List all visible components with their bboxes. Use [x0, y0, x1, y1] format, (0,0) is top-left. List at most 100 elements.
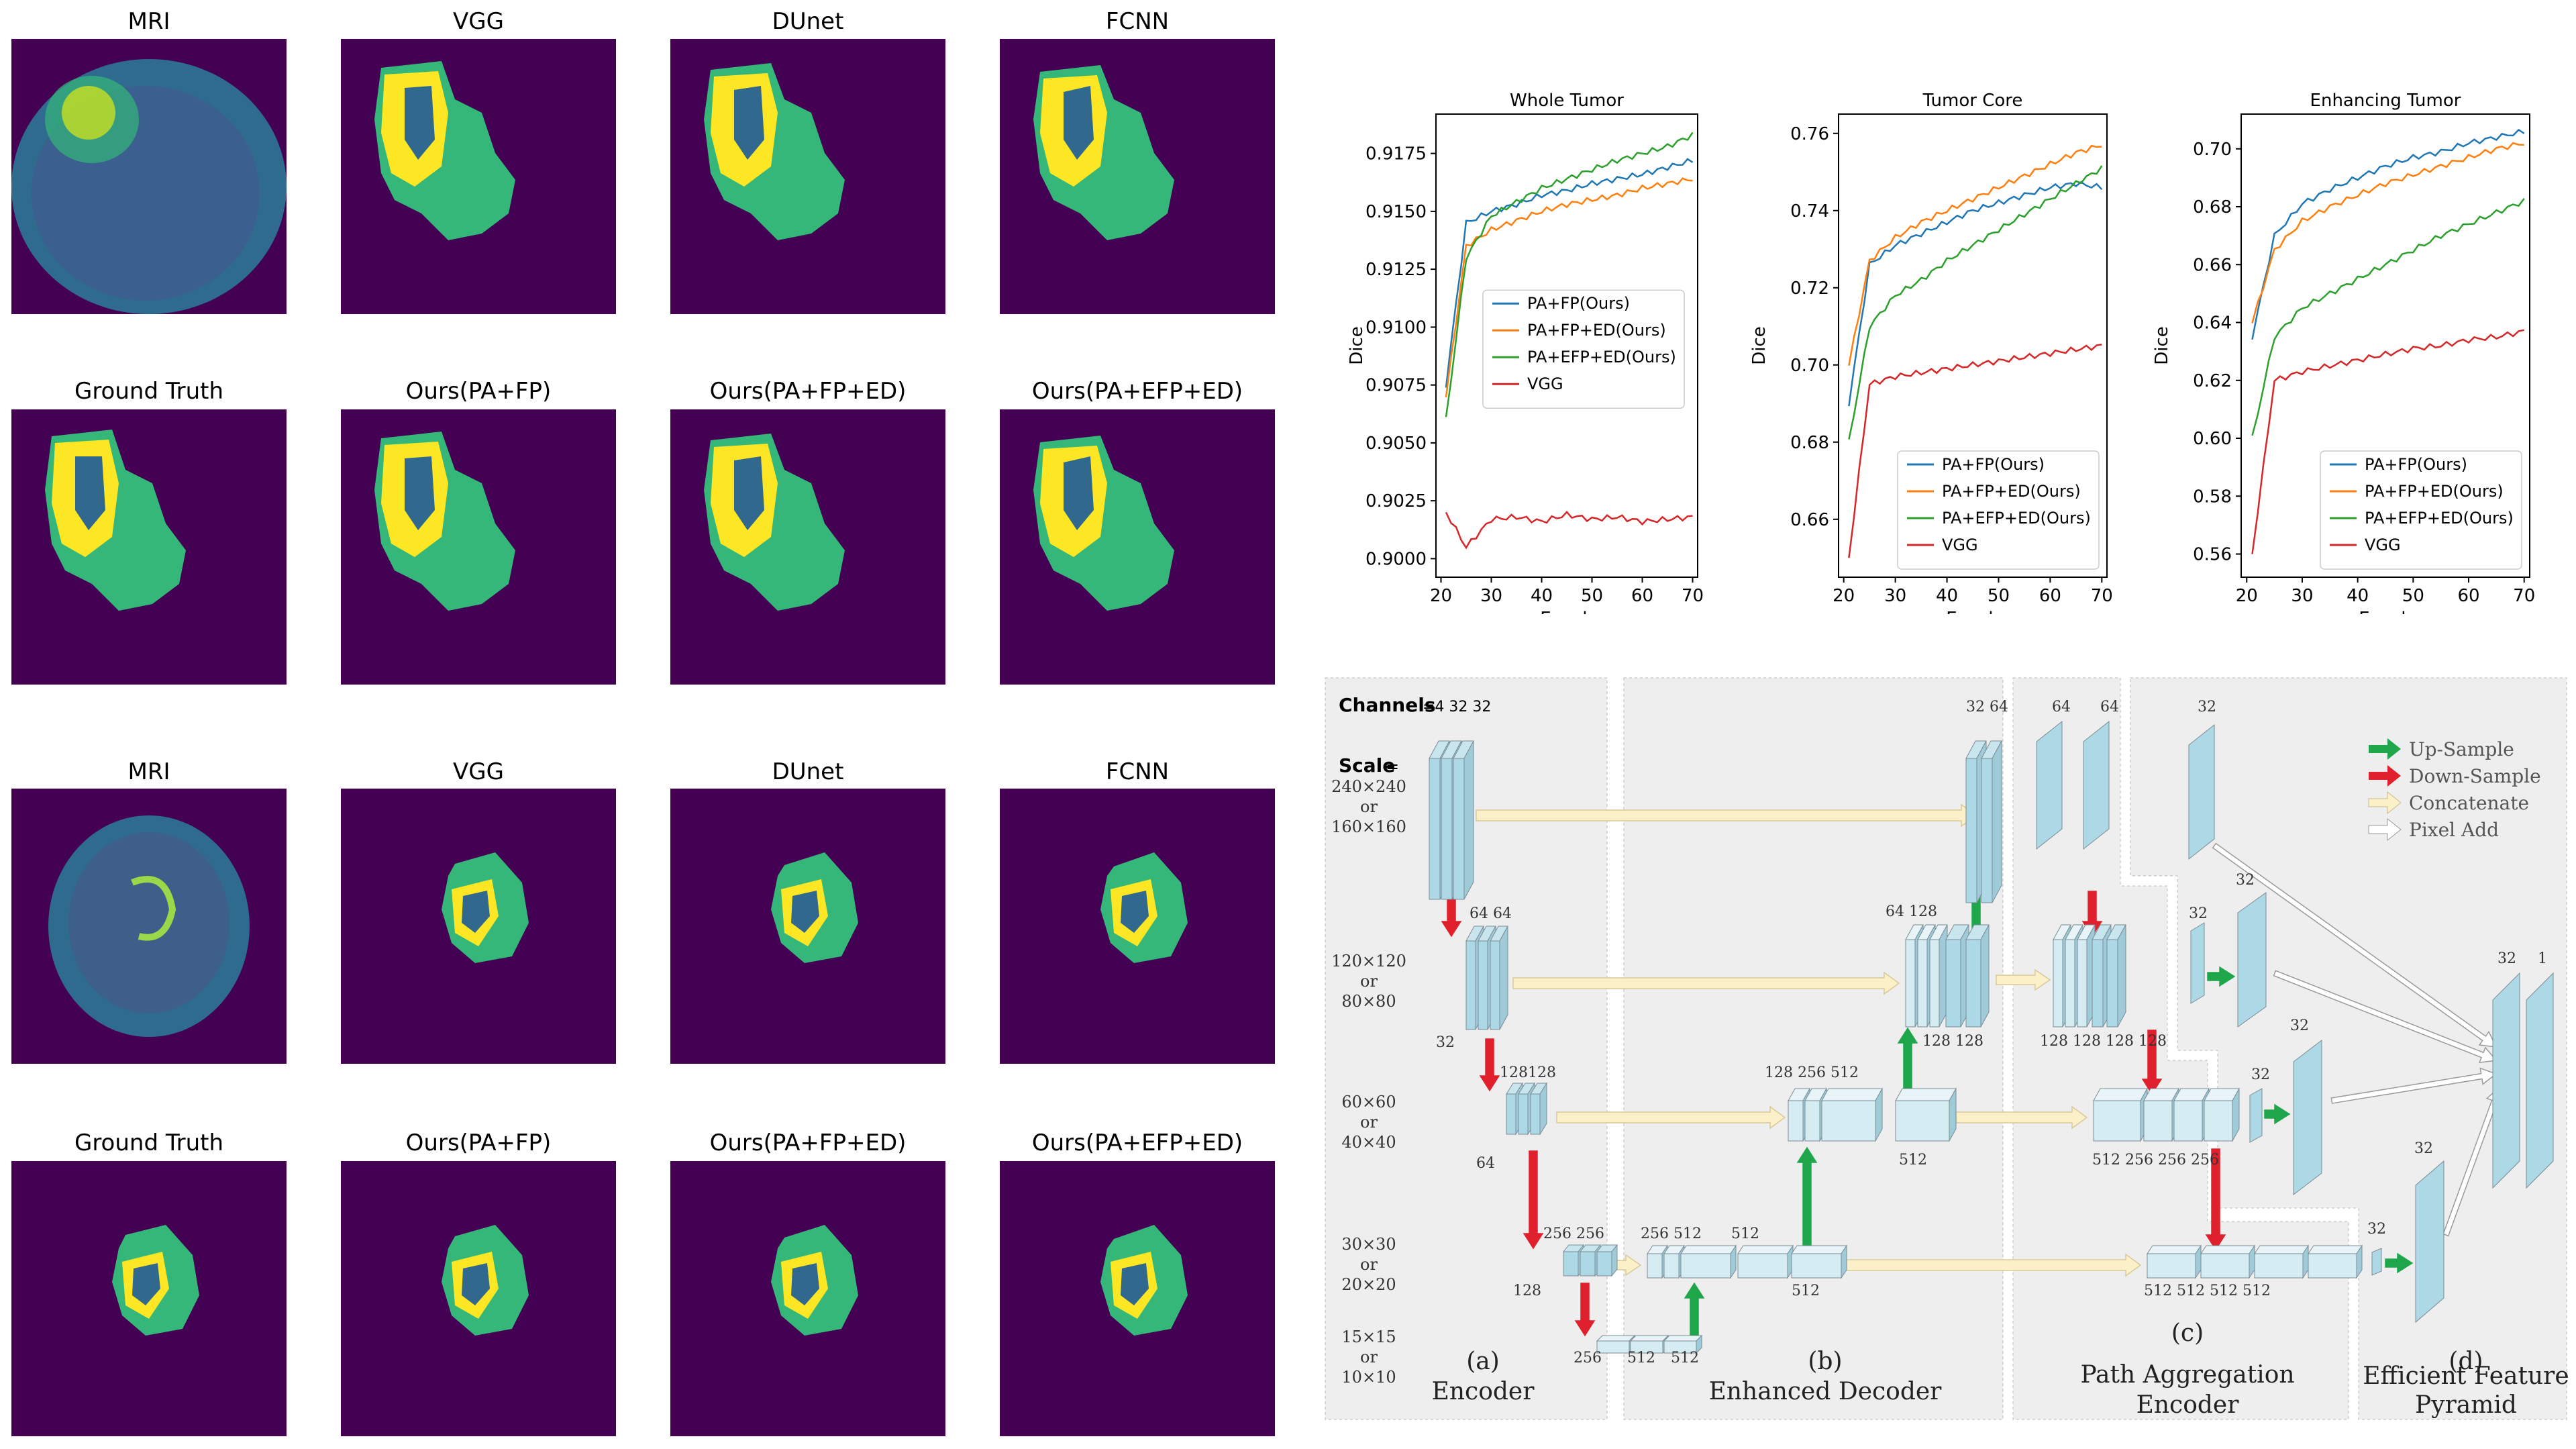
series-line-1 — [1848, 144, 2102, 366]
scale-labels: 240×240or160×160120×120or80×8060×60or40×… — [1331, 777, 1406, 1387]
seg-label-case2-row2-0: Ground Truth — [74, 1130, 224, 1156]
x-tick-label: 60 — [2457, 586, 2479, 606]
pae-block-1b — [2083, 720, 2110, 850]
seg-image-case1-row1-2 — [670, 39, 945, 314]
decoder-block-3b — [1821, 1087, 1883, 1142]
label-e5-a: 512 — [1627, 1350, 1655, 1366]
pae-section-bg — [2012, 677, 2349, 1420]
decoder-block-4b-0 — [1680, 1244, 1737, 1279]
scale-text: 120×120 — [1331, 952, 1406, 970]
series-line-1 — [2251, 142, 2524, 323]
x-tick-label: 60 — [2039, 586, 2061, 606]
label-p4-bot: 512 512 512 512 — [2144, 1283, 2271, 1299]
y-tick-label: 0.9050 — [1366, 434, 1427, 454]
y-tick-label: 0.66 — [1790, 510, 1829, 530]
chart-title: Tumor Core — [1922, 91, 2023, 111]
scale-text: or — [1360, 1348, 1378, 1366]
seg-image-case1-row2-2 — [670, 409, 945, 685]
seg-label-case1-row1-2: DUnet — [772, 8, 844, 35]
up-arrow-5 — [2207, 966, 2236, 987]
y-tick-label: 0.9125 — [1366, 260, 1427, 280]
up-arrow-7 — [2385, 1252, 2414, 1274]
encoder-block-3-2 — [1530, 1082, 1547, 1136]
down-arrow-6 — [2141, 1030, 2163, 1095]
pae-block-2b-1 — [2106, 924, 2126, 1028]
legend-entry: PA+FP+ED(Ours) — [1942, 482, 2081, 501]
seg-mask — [442, 852, 529, 963]
efp-block-2b — [2237, 892, 2267, 1028]
section-c-tag: (c) — [2171, 1319, 2204, 1347]
pixel-add-arrow-2 — [2273, 970, 2497, 1064]
seg-image-case2-row2-0 — [11, 1161, 287, 1436]
legend-entry: PA+FP(Ours) — [1942, 455, 2045, 474]
x-axis-label: Epoch — [1540, 609, 1594, 614]
enhancing-tumor-chart: Enhancing Tumor 20 30 40 50 60 70 0.56 0.58 0.60 0… — [2152, 91, 2535, 614]
pae-block-4-3 — [2308, 1244, 2363, 1279]
legend-entry: PA+EFP+ED(Ours) — [2365, 509, 2514, 528]
seg-mask — [374, 61, 515, 240]
x-axis-label: Epoch — [1946, 609, 2000, 614]
concat-arrow-2 — [1512, 971, 1900, 995]
y-tick-label: 0.74 — [1790, 201, 1829, 221]
label-p1-b: 64 — [2100, 699, 2119, 715]
scale-text: 60×60 — [1341, 1093, 1396, 1111]
pae-block-3-3 — [2204, 1087, 2240, 1142]
seg-label-case1-row2-1: Ours(PA+FP) — [405, 378, 552, 405]
arch-blocks — [1429, 720, 2554, 1354]
efp-block-1 — [2188, 723, 2215, 860]
legend-entry: PA+FP+ED(Ours) — [1527, 321, 1666, 340]
architecture-diagram: Channels =4 32 32 Scale = 240×240or160×1… — [1325, 677, 2569, 1420]
label-e2-top: 64 64 — [1470, 905, 1512, 922]
scale-text: 240×240 — [1331, 777, 1406, 796]
decoder-block-2b-0 — [1945, 924, 1969, 1028]
y-tick-label: 0.76 — [1790, 124, 1829, 144]
label-e1: 32 — [1436, 1034, 1455, 1051]
series-line-0 — [2251, 128, 2525, 340]
encoder-block-1-2 — [1453, 740, 1474, 900]
chart-title: Whole Tumor — [1510, 91, 1624, 111]
legend-entry: VGG — [2365, 536, 2401, 554]
seg-label-case2-row1-3: FCNN — [1105, 758, 1170, 785]
scale-text: 10×10 — [1341, 1368, 1396, 1387]
label-d4-top2: 512 — [1731, 1226, 1759, 1242]
scale-text: or — [1360, 1113, 1378, 1132]
section-c-name: Path Aggregation — [2080, 1361, 2294, 1389]
x-tick-label: 50 — [2402, 586, 2424, 606]
y-tick-label: 0.68 — [1790, 433, 1829, 453]
pae-block-4-2 — [2254, 1244, 2309, 1279]
efp-block-2a — [2190, 922, 2205, 1004]
seg-mask — [704, 434, 845, 611]
x-tick-label: 50 — [1581, 586, 1603, 606]
efp-block-3a — [2249, 1088, 2263, 1143]
series-line-0 — [1445, 158, 1694, 388]
efp-block-4a — [2371, 1248, 2382, 1276]
encoder-block-4-2 — [1596, 1244, 1618, 1277]
label-p3-bot: 512 256 256 256 — [2092, 1152, 2219, 1168]
seg-mask — [112, 1225, 199, 1336]
label-e3-top: 128128 — [1500, 1064, 1556, 1081]
pixel-add-arrow-icon — [2368, 817, 2402, 842]
legend-up-sample: Up-Sample — [2409, 738, 2514, 760]
section-d-tag: (d) — [2449, 1348, 2483, 1375]
channel-numbers: 32 64 64 64 128128 128 256 256 256 512 5… — [1436, 699, 2547, 1366]
y-axis-label: Dice — [1749, 326, 1769, 365]
section-d-name2: Pyramid — [2415, 1391, 2517, 1419]
legend-entry: VGG — [1527, 374, 1563, 393]
label-d1-top: 32 64 — [1966, 699, 2008, 715]
y-tick-label: 0.68 — [2193, 197, 2232, 217]
encoder-block-4-1 — [1579, 1244, 1602, 1277]
seg-mask — [1100, 852, 1188, 963]
scale-text: or — [1360, 1255, 1378, 1274]
down-arrow-7 — [2205, 1148, 2226, 1251]
efp-out-block-b — [2526, 972, 2554, 1189]
decoder-block-4b-2 — [1791, 1244, 1847, 1279]
x-tick-label: 70 — [2091, 586, 2113, 606]
channels-values: =4 32 32 — [1423, 699, 1491, 715]
decoder-block-2-2 — [1929, 924, 1948, 1028]
pae-block-1a — [2036, 720, 2063, 850]
seg-label-case1-row1-0: MRI — [127, 8, 170, 35]
seg-label-case1-row1-1: VGG — [453, 8, 504, 35]
down-arrow-4 — [1574, 1283, 1596, 1337]
x-tick-label: 20 — [1833, 586, 1855, 606]
label-f4: 32 — [2367, 1221, 2386, 1238]
